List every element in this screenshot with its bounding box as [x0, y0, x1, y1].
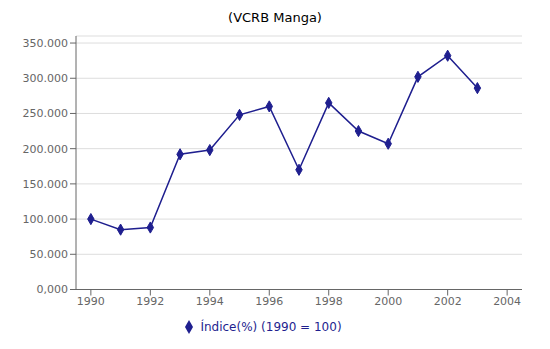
html-text:(VCRB Manga): (VCRB Manga)	[228, 10, 322, 25]
svg-text:50.000: 50.000	[30, 248, 69, 261]
svg-text:1996: 1996	[255, 295, 283, 308]
svg-text:2004: 2004	[493, 295, 521, 308]
svg-text:2000: 2000	[374, 295, 402, 308]
svg-text:350.000: 350.000	[23, 37, 69, 50]
svg-text:200.000: 200.000	[23, 143, 69, 156]
svg-text:1992: 1992	[136, 295, 164, 308]
svg-text:0,000: 0,000	[37, 283, 69, 296]
svg-text:300.000: 300.000	[23, 72, 69, 85]
svg-text:2002: 2002	[434, 295, 462, 308]
svg-text:100.000: 100.000	[23, 213, 69, 226]
svg-text:1994: 1994	[196, 295, 224, 308]
svg-text:250.000: 250.000	[23, 107, 69, 120]
svg-text:1990: 1990	[77, 295, 105, 308]
svg-text:1998: 1998	[315, 295, 343, 308]
svg-text:150.000: 150.000	[23, 178, 69, 191]
html-text:Índice(%) (1990 = 100): Índice(%) (1990 = 100)	[200, 319, 342, 334]
